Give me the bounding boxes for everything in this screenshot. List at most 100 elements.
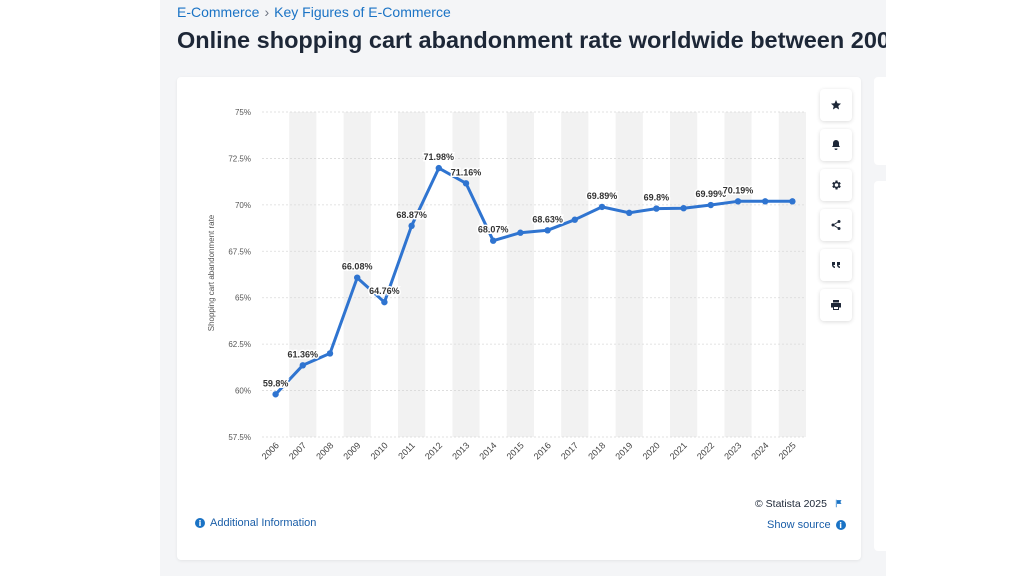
additional-information-label: Additional Information [210,517,317,529]
data-point[interactable] [272,391,279,398]
data-label: 61.36% [288,349,319,359]
x-tick-label: 2019 [613,440,634,461]
favorite-button[interactable] [820,89,852,121]
year-band [398,112,426,437]
x-tick-label: 2017 [559,440,580,461]
data-point[interactable] [598,203,606,211]
y-tick-label: 60% [235,387,251,396]
data-label: 59.8% [263,378,289,388]
data-point[interactable] [544,227,551,234]
y-tick-label: 67.5% [228,247,251,256]
data-point[interactable] [354,274,361,281]
year-band [561,112,589,437]
data-point[interactable] [680,205,687,212]
page-gutter [0,0,160,576]
year-band [615,112,643,437]
data-labels: 59.8% 61.36% 66.08% 64.76% 68.87% 71.98% 71.16… [261,151,754,390]
data-point[interactable] [707,201,714,209]
x-tick-label: 2015 [505,440,526,461]
x-tick-label: 2014 [477,440,498,461]
additional-information-link[interactable]: i Additional Information [195,517,316,529]
data-label: 66.08% [342,262,373,272]
year-bands [289,112,806,437]
breadcrumb-link-ecommerce[interactable]: E-Commerce [177,4,260,20]
x-tick-label: 2023 [722,440,743,461]
cite-button[interactable] [820,249,852,281]
y-tick-label: 65% [235,294,251,303]
data-point[interactable] [517,229,524,236]
data-label: 68.07% [478,225,509,235]
year-band [289,112,317,437]
data-label: 64.76% [369,286,400,296]
y-axis-label: Shopping cart abandonment rate [207,214,216,331]
x-tick-label: 2012 [423,440,444,461]
x-axis-ticks: 2006 2007 2008 2009 2010 2011 2012 2013 2014 2015… [260,440,798,461]
x-tick-label: 2016 [532,440,553,461]
x-tick-label: 2020 [641,440,662,461]
x-tick-label: 2011 [396,440,417,461]
notification-button[interactable] [820,129,852,161]
data-point[interactable] [299,362,306,369]
data-label: 71.98% [424,152,455,162]
data-point[interactable] [571,216,578,223]
data-point[interactable] [734,198,742,205]
quote-icon [832,262,840,268]
data-point[interactable] [462,180,470,187]
breadcrumb: E-Commerce › Key Figures of E-Commerce [177,4,451,20]
data-points [272,164,796,398]
data-point[interactable] [381,298,388,306]
flag-icon[interactable] [834,499,843,508]
settings-button[interactable] [820,169,852,201]
breadcrumb-separator: › [264,4,270,20]
bell-icon [832,140,840,150]
print-button[interactable] [820,289,852,321]
copyright-note: © Statista 2025 [755,498,843,510]
y-tick-label: 75% [235,108,251,117]
data-label: 68.63% [532,214,563,224]
copyright-text: © Statista 2025 [755,498,827,510]
data-point[interactable] [490,237,497,244]
data-point[interactable] [408,222,415,230]
info-icon: i [835,520,846,530]
data-label: 71.16% [451,167,482,177]
side-panel-bottom [874,181,886,551]
side-panel-top [874,77,886,165]
data-point[interactable] [626,209,633,217]
x-tick-label: 2013 [450,440,471,461]
show-source-link[interactable]: Show source i [767,519,846,531]
data-label: 70.19% [723,185,754,195]
breadcrumb-link-key-figures[interactable]: Key Figures of E-Commerce [274,4,451,20]
data-point[interactable] [789,198,796,205]
gear-icon [832,180,841,190]
data-label: 69.8% [644,193,670,203]
show-source-label: Show source [767,519,831,531]
y-tick-label: 57.5% [228,433,251,442]
x-tick-label: 2022 [695,440,716,461]
series-line [274,166,794,396]
year-band [670,112,698,437]
data-point[interactable] [435,164,442,172]
x-tick-label: 2008 [314,440,335,461]
x-tick-label: 2021 [668,440,689,461]
data-point[interactable] [326,350,334,357]
data-point[interactable] [762,198,769,205]
page-margin [886,0,1024,576]
star-icon [831,100,841,110]
x-tick-label: 2010 [369,440,390,461]
data-label: 69.89% [587,191,618,201]
year-band [778,112,806,437]
y-axis-ticks: 57.5% 60% 62.5% 65% 67.5% 70% 72.5% 75% [228,108,251,442]
y-tick-label: 62.5% [228,340,251,349]
x-tick-label: 2007 [287,440,308,461]
x-tick-label: 2018 [586,440,607,461]
year-band [452,112,480,437]
y-tick-label: 72.5% [228,154,251,163]
x-tick-label: 2006 [260,440,281,461]
data-point[interactable] [653,205,660,212]
data-label: 68.87% [396,210,427,220]
share-button[interactable] [820,209,852,241]
x-tick-label: 2009 [341,440,362,461]
data-label: 69.99% [696,189,727,199]
y-tick-label: 70% [235,201,251,210]
